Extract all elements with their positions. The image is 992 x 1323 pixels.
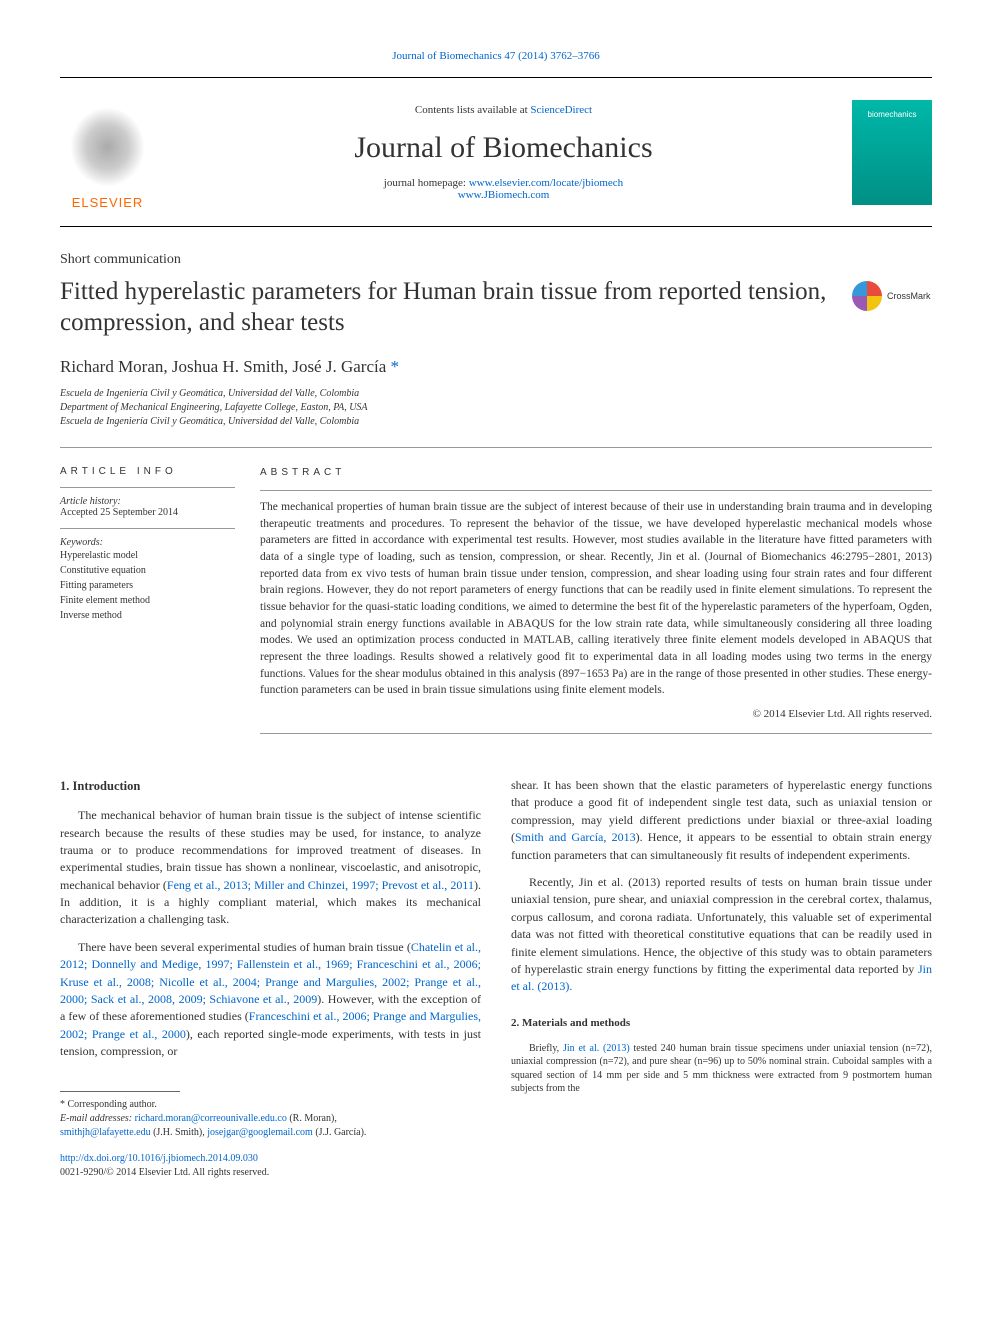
homepage-prefix: journal homepage:: [384, 177, 469, 189]
keywords-list: Hyperelastic model Constitutive equation…: [60, 548, 235, 623]
crossmark-icon: [852, 281, 882, 311]
body-paragraph: There have been several experimental stu…: [60, 939, 481, 1061]
author-2: Joshua H. Smith: [172, 357, 284, 376]
info-divider-1: [60, 487, 235, 488]
email-link-1[interactable]: richard.moran@correounivalle.edu.co: [135, 1113, 287, 1124]
author-list: Richard Moran, Joshua H. Smith, José J. …: [60, 357, 932, 377]
masthead-center: Contents lists available at ScienceDirec…: [155, 104, 852, 201]
contents-prefix: Contents lists available at: [415, 104, 530, 116]
author-3: José J. García: [292, 357, 386, 376]
email-who-3: (J.J. García).: [313, 1127, 367, 1138]
body-paragraph: Briefly, Jin et al. (2013) tested 240 hu…: [511, 1042, 932, 1096]
section-1-heading: 1. Introduction: [60, 777, 481, 795]
keyword-item: Finite element method: [60, 593, 235, 608]
info-abstract-row: ARTICLE INFO Article history: Accepted 2…: [60, 466, 932, 743]
doi-block: http://dx.doi.org/10.1016/j.jbiomech.201…: [60, 1152, 481, 1181]
abstract-copyright: © 2014 Elsevier Ltd. All rights reserved…: [260, 707, 932, 723]
right-column: shear. It has been shown that the elasti…: [511, 777, 932, 1181]
sciencedirect-link[interactable]: ScienceDirect: [530, 104, 592, 116]
affiliation-3: Escuela de Ingeniería Civil y Geomática,…: [60, 415, 932, 429]
email-who-1: (R. Moran),: [287, 1113, 337, 1124]
keyword-item: Hyperelastic model: [60, 548, 235, 563]
elsevier-tree-icon: [70, 107, 145, 187]
citation-link[interactable]: Feng et al., 2013; Miller and Chinzei, 1…: [167, 878, 474, 892]
journal-cover-thumbnail: biomechanics: [852, 100, 932, 205]
masthead: ELSEVIER Contents lists available at Sci…: [60, 77, 932, 227]
article-info-column: ARTICLE INFO Article history: Accepted 2…: [60, 466, 260, 743]
journal-name: Journal of Biomechanics: [155, 131, 852, 165]
abstract-divider: [260, 490, 932, 491]
email-link-2[interactable]: smithjh@lafayette.edu: [60, 1127, 151, 1138]
email-line-2: smithjh@lafayette.edu (J.H. Smith), jose…: [60, 1126, 481, 1140]
corresponding-note: * Corresponding author.: [60, 1098, 481, 1112]
corresponding-mark: *: [391, 357, 400, 376]
page-container: Journal of Biomechanics 47 (2014) 3762–3…: [0, 0, 992, 1231]
crossmark-label: CrossMark: [887, 291, 931, 301]
running-head-link[interactable]: Journal of Biomechanics 47 (2014) 3762–3…: [392, 50, 599, 62]
running-head: Journal of Biomechanics 47 (2014) 3762–3…: [60, 50, 932, 62]
info-divider-2: [60, 528, 235, 529]
body-paragraph: Recently, Jin et al. (2013) reported res…: [511, 874, 932, 996]
body-paragraph: The mechanical behavior of human brain t…: [60, 807, 481, 929]
email-link-3[interactable]: josejgar@googlemail.com: [207, 1127, 313, 1138]
keyword-item: Fitting parameters: [60, 578, 235, 593]
title-row: Fitted hyperelastic parameters for Human…: [60, 276, 932, 339]
history-label: Article history:: [60, 496, 235, 507]
issn-line: 0021-9290/© 2014 Elsevier Ltd. All right…: [60, 1167, 269, 1178]
doi-link[interactable]: http://dx.doi.org/10.1016/j.jbiomech.201…: [60, 1153, 258, 1164]
keywords-label: Keywords:: [60, 537, 235, 548]
left-column: 1. Introduction The mechanical behavior …: [60, 777, 481, 1181]
body-text: There have been several experimental stu…: [78, 940, 411, 954]
section-divider: [60, 447, 932, 448]
body-text: Briefly,: [529, 1043, 563, 1054]
homepage-link-2[interactable]: www.JBiomech.com: [458, 189, 550, 201]
email-line: E-mail addresses: richard.moran@correoun…: [60, 1112, 481, 1126]
history-value: Accepted 25 September 2014: [60, 507, 235, 518]
affiliation-1: Escuela de Ingeniería Civil y Geomática,…: [60, 387, 932, 401]
body-columns: 1. Introduction The mechanical behavior …: [60, 777, 932, 1181]
elsevier-logo: ELSEVIER: [60, 95, 155, 210]
body-text: Recently, Jin et al. (2013) reported res…: [511, 875, 932, 976]
abstract-text: The mechanical properties of human brain…: [260, 499, 932, 699]
affiliation-2: Department of Mechanical Engineering, La…: [60, 401, 932, 415]
body-paragraph: shear. It has been shown that the elasti…: [511, 777, 932, 864]
article-info-heading: ARTICLE INFO: [60, 466, 235, 477]
footnotes: * Corresponding author. E-mail addresses…: [60, 1098, 481, 1140]
article-title: Fitted hyperelastic parameters for Human…: [60, 276, 832, 339]
footnote-separator: [60, 1091, 180, 1092]
contents-line: Contents lists available at ScienceDirec…: [155, 104, 852, 116]
abstract-end-divider: [260, 733, 932, 734]
email-label: E-mail addresses:: [60, 1113, 135, 1124]
email-who-2: (J.H. Smith),: [151, 1127, 208, 1138]
homepage-line: journal homepage: www.elsevier.com/locat…: [155, 177, 852, 201]
abstract-heading: ABSTRACT: [260, 466, 932, 481]
citation-link[interactable]: Smith and García, 2013: [515, 830, 636, 844]
author-1: Richard Moran: [60, 357, 163, 376]
crossmark-badge[interactable]: CrossMark: [852, 281, 932, 311]
affiliations: Escuela de Ingeniería Civil y Geomática,…: [60, 387, 932, 429]
section-2-heading: 2. Materials and methods: [511, 1016, 932, 1032]
keyword-item: Constitutive equation: [60, 563, 235, 578]
cover-title: biomechanics: [868, 110, 917, 119]
keyword-item: Inverse method: [60, 608, 235, 623]
homepage-link-1[interactable]: www.elsevier.com/locate/jbiomech: [469, 177, 623, 189]
citation-link[interactable]: Jin et al. (2013): [563, 1043, 630, 1054]
abstract-column: ABSTRACT The mechanical properties of hu…: [260, 466, 932, 743]
article-type: Short communication: [60, 252, 932, 268]
elsevier-wordmark: ELSEVIER: [72, 195, 144, 210]
